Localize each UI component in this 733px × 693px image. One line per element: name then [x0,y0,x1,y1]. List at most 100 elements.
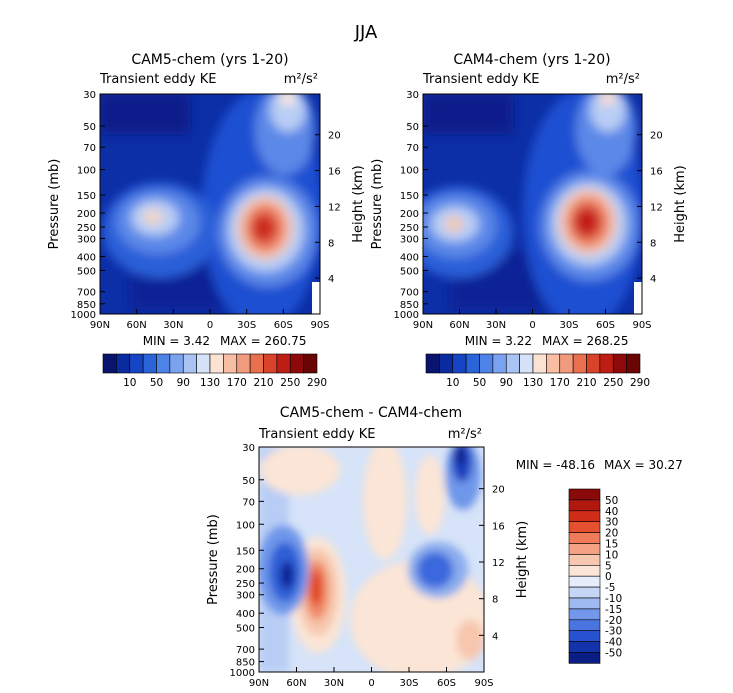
colorbar: 10 50 90 130 170 210 250 290 [102,353,327,389]
y-tick-label: 250 [400,223,419,234]
colorbar-label: 130 [523,377,543,389]
y-right-tick-label: 16 [492,521,505,532]
colorbar-swatch [465,353,480,374]
x-tick-label: 0 [207,320,213,331]
colorbar-label: 250 [603,377,623,389]
colorbar-label: 90 [177,377,190,389]
x-tick-label: 90N [413,320,433,331]
colorbar-label: 50 [150,377,163,389]
colorbar-swatch [568,532,601,544]
colorbar-swatch [196,353,211,374]
colorbar-swatch [568,564,601,577]
colorbar-swatch [169,353,184,374]
colorbar-swatch [519,353,534,374]
y-right-tick-label: 20 [650,131,663,142]
contour-band [280,561,294,589]
x-tick-label: 60S [596,320,615,331]
colorbar-swatch [263,353,278,374]
x-tick-label: 90S [474,678,493,689]
y-tick-label: 500 [400,267,419,278]
colorbar-swatch [492,353,507,374]
units-label: m²/s² [284,72,318,87]
y-tick-label: 500 [236,624,255,635]
contour-band [417,552,453,588]
contour-band [363,447,407,560]
colorbar-label: 130 [200,377,220,389]
max-label: MAX = 260.75 [220,334,306,348]
x-tick-label: 60N [449,320,469,331]
y-axis-label: Pressure (mb) [206,514,221,605]
x-tick-label: 60S [437,678,456,689]
panel-cam5: CAM5-chem (yrs 1-20) Transient eddy KE m… [47,52,366,389]
contour-band [456,620,484,660]
y-tick-label: 50 [242,476,255,487]
contour-band [600,94,616,106]
colorbar-swatch [568,641,601,653]
x-tick-label: 0 [529,320,535,331]
colorbar-swatch [452,353,467,374]
y-tick-label: 200 [236,565,255,576]
colorbar-swatch [142,353,157,374]
colorbar-label: 10 [605,549,618,561]
y-tick-label: 1000 [230,668,255,679]
x-tick-label: 30S [399,678,418,689]
y-right-tick-label: 4 [650,274,656,285]
x-tick-label: 0 [368,678,374,689]
axes: 3050701001502002503004005007008501000201… [206,443,530,689]
colorbar: 10 50 90 130 170 210 250 290 [425,353,650,389]
x-tick-label: 90N [90,320,110,331]
y-right-tick-label: 12 [328,202,341,213]
chart-subtitle: Transient eddy KE [99,72,217,87]
colorbar-label: -40 [605,637,622,649]
contour-band [574,207,600,237]
dark-region [423,94,513,134]
colorbar-swatch [568,488,601,501]
y-right-axis-label: Height (km) [673,165,688,242]
y-tick-label: 300 [236,591,255,602]
colorbar-swatch [568,575,601,588]
topography-mask [312,282,320,314]
x-tick-label: 60N [127,320,147,331]
colorbar-label: -5 [605,582,615,594]
y-tick-label: 100 [77,166,96,177]
colorbar-swatch [546,353,561,374]
contour-band [252,214,276,242]
y-tick-label: 150 [77,191,96,202]
y-tick-label: 850 [77,300,96,311]
y-tick-label: 100 [236,520,255,531]
y-right-tick-label: 8 [492,595,498,606]
chart-subtitle: Transient eddy KE [258,427,376,442]
axes: 3050701001502002503004005007008501000201… [370,90,688,331]
colorbar-swatch [568,597,601,610]
contour-band [280,94,296,106]
axes: 3050701001502002503004005007008501000201… [47,90,366,331]
panel-cam4: CAM4-chem (yrs 1-20) Transient eddy KE m… [370,52,688,389]
colorbar-swatch [479,353,494,374]
page-title: JJA [354,22,378,43]
y-tick-label: 300 [77,234,96,245]
y-tick-label: 400 [77,253,96,264]
min-label: MIN = 3.42 [143,334,210,348]
colorbar-swatch [156,353,171,374]
x-tick-label: 90S [310,320,329,331]
units-label: m²/s² [448,427,482,442]
x-tick-label: 60S [274,320,293,331]
x-tick-label: 30S [559,320,578,331]
y-right-tick-label: 16 [650,167,663,178]
chart-title: CAM5-chem - CAM4-chem [280,405,462,421]
panel-difference: CAM5-chem - CAM4-chem Transient eddy KE … [206,405,683,689]
y-tick-label: 30 [406,90,419,101]
colorbar-label: 30 [605,517,618,529]
colorbar-label: 10 [123,377,136,389]
contour-band [444,216,464,232]
colorbar-swatch [586,353,601,374]
y-tick-label: 850 [400,300,419,311]
y-right-axis-label: Height (km) [515,521,530,598]
y-tick-label: 200 [77,209,96,220]
y-tick-label: 70 [406,143,419,154]
y-tick-label: 700 [77,288,96,299]
min-label: MIN = 3.22 [465,334,532,348]
colorbar-swatch [559,353,574,374]
y-tick-label: 50 [83,122,96,133]
